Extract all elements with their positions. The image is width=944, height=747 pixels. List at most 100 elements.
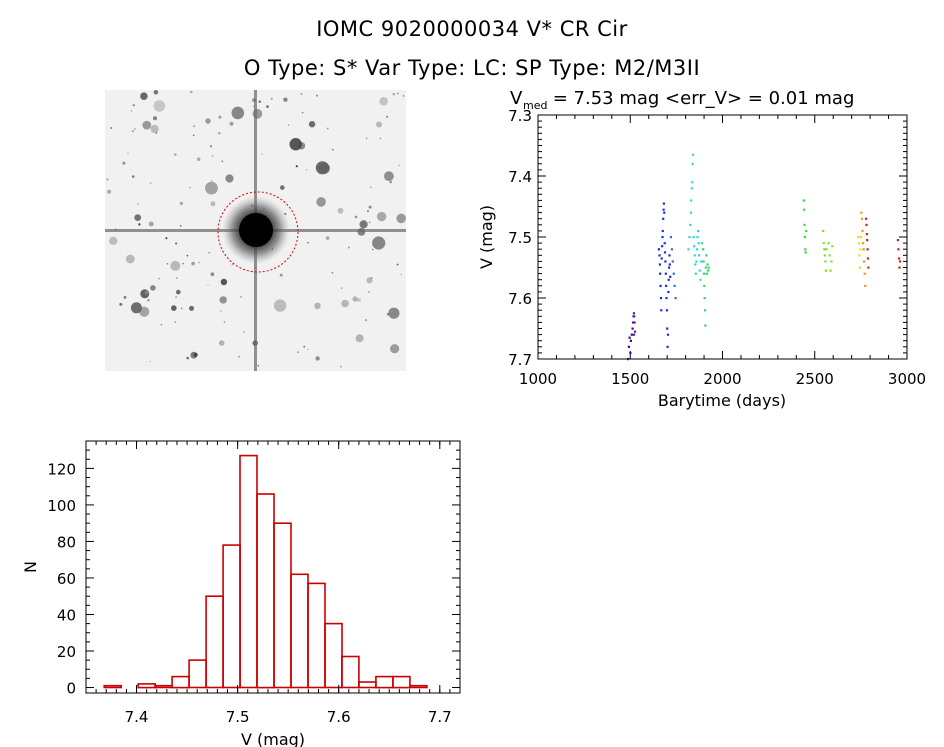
field-star xyxy=(368,221,371,224)
lc-data-point xyxy=(700,242,703,245)
lc-data-point xyxy=(703,297,706,300)
field-star xyxy=(192,134,195,136)
lc-y-axis: 7.3 7.4 7.5 7.6 7.7 xyxy=(508,107,907,369)
field-star xyxy=(355,334,364,343)
hist-bar xyxy=(171,675,190,689)
lc-data-point xyxy=(823,248,826,251)
lc-data-point xyxy=(663,211,666,214)
field-star xyxy=(308,121,316,128)
field-star xyxy=(340,287,343,289)
lc-data-point xyxy=(865,233,868,236)
lc-data-point xyxy=(704,266,707,269)
field-star xyxy=(305,169,308,171)
field-star xyxy=(400,273,403,276)
hist-bar xyxy=(324,622,343,689)
field-star xyxy=(303,345,306,348)
hist-bars xyxy=(103,454,428,689)
lc-data-point xyxy=(857,242,860,245)
lc-data-point xyxy=(867,266,870,269)
lc-data-point xyxy=(695,248,699,251)
lc-data-point xyxy=(632,321,635,324)
lc-data-point xyxy=(702,248,705,251)
field-star xyxy=(238,355,240,358)
field-star xyxy=(175,242,178,245)
field-star xyxy=(295,165,298,168)
lc-data-point xyxy=(694,272,697,275)
lc-data-point xyxy=(694,263,697,266)
lc-data-point xyxy=(688,236,691,239)
lc-data-point xyxy=(659,297,663,300)
field-star xyxy=(134,128,136,130)
lc-data-point xyxy=(632,333,636,336)
lc-data-point xyxy=(804,251,807,254)
lc-data-point xyxy=(669,236,672,239)
lc-data-point xyxy=(633,321,636,324)
hist-x-label: V (mag) xyxy=(241,730,305,747)
lc-data-point xyxy=(690,199,693,202)
lc-data-point xyxy=(629,339,632,342)
field-star xyxy=(365,319,368,322)
lc-data-point xyxy=(628,336,631,339)
field-star xyxy=(326,236,330,240)
hist-bar xyxy=(188,659,207,689)
hist-y-label: N xyxy=(21,561,40,573)
lc-data-point xyxy=(704,324,707,327)
lc-data-point xyxy=(661,236,664,239)
field-star xyxy=(131,175,135,178)
lc-data-point xyxy=(829,269,832,272)
field-star xyxy=(190,351,198,359)
lc-x-tick-label: 1000 xyxy=(519,370,557,388)
lc-data-point xyxy=(705,254,708,257)
hist-x-axis: 7.4 7.5 7.6 7.7 xyxy=(95,441,452,726)
lc-data-point xyxy=(662,217,665,220)
lc-data-point xyxy=(898,266,901,269)
lc-data-point xyxy=(672,272,675,275)
lc-data-point xyxy=(666,333,670,336)
lc-data-point xyxy=(702,272,706,275)
lc-data-point xyxy=(699,278,702,281)
lc-data-point xyxy=(705,272,708,275)
field-star xyxy=(193,125,195,127)
lc-data-point xyxy=(663,251,667,254)
page-title: IOMC 9020000034 V* CR Cir xyxy=(316,17,628,41)
lc-data-point xyxy=(690,187,693,190)
field-star xyxy=(220,278,228,286)
field-star xyxy=(174,153,177,156)
lc-data-point xyxy=(659,284,662,287)
field-star xyxy=(389,180,393,184)
field-star xyxy=(316,94,318,97)
field-star xyxy=(307,348,309,351)
lc-data-point xyxy=(824,269,827,272)
hist-bar xyxy=(290,573,309,689)
field-star xyxy=(273,299,287,312)
lc-data-point xyxy=(866,248,869,251)
lc-data-point xyxy=(704,309,707,312)
hist-x-tick-label: 7.5 xyxy=(226,708,250,726)
field-star xyxy=(149,360,152,363)
field-star xyxy=(180,307,183,310)
hist-x-tick-label: 7.7 xyxy=(428,708,452,726)
hist-bar xyxy=(307,582,326,689)
field-star xyxy=(142,120,152,130)
field-star xyxy=(160,323,163,326)
field-star xyxy=(218,340,225,346)
field-star xyxy=(144,290,149,295)
lc-data-point xyxy=(662,202,665,205)
field-star xyxy=(153,100,166,112)
field-star xyxy=(186,254,189,257)
field-star xyxy=(170,260,181,271)
lc-data-point xyxy=(899,260,902,263)
hist-y-tick-label: 20 xyxy=(57,643,76,661)
lc-data-point xyxy=(665,309,668,312)
lc-data-point xyxy=(661,229,664,233)
field-star xyxy=(176,277,178,279)
lc-data-point xyxy=(803,236,806,239)
lc-data-point xyxy=(668,254,671,257)
field-star xyxy=(166,263,169,265)
lc-data-point xyxy=(668,263,671,266)
field-star xyxy=(210,201,216,207)
lc-y-tick-label: 7.7 xyxy=(508,351,532,369)
field-star xyxy=(153,90,159,95)
lc-data-point xyxy=(863,272,866,275)
lc-data-point xyxy=(825,248,828,251)
